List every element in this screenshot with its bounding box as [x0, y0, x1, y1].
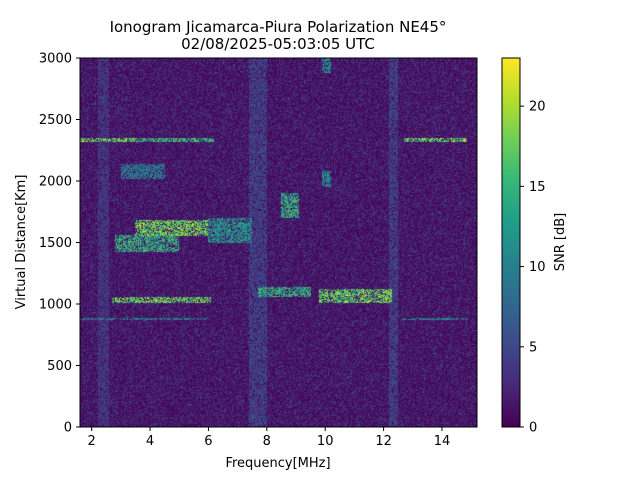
x-tick-label: 6	[204, 434, 212, 449]
x-tick-label: 2	[88, 434, 96, 449]
y-tick-label: 3000	[39, 52, 72, 67]
x-axis-label: Frequency[MHz]	[225, 456, 330, 471]
y-tick-label: 2000	[39, 175, 72, 190]
chart-subtitle: 02/08/2025-05:03:05 UTC	[181, 35, 375, 53]
y-axis: 0 500 1000 1500 2000 2500 3000	[39, 52, 80, 436]
chart-title: Ionogram Jicamarca-Piura Polarization NE…	[110, 18, 447, 36]
y-tick-label: 2500	[39, 113, 72, 128]
colorbar-tick-label: 15	[529, 180, 546, 195]
y-tick-label: 1000	[39, 298, 72, 313]
y-tick-label: 0	[64, 421, 72, 436]
heatmap-plot-area	[80, 58, 477, 427]
y-axis-label: Virtual Distance[Km]	[14, 175, 29, 310]
colorbar-label: SNR [dB]	[553, 213, 568, 271]
x-tick-label: 14	[434, 434, 451, 449]
colorbar-tick-label: 20	[529, 100, 546, 115]
colorbar-frame	[501, 57, 521, 428]
y-tick-label: 1500	[39, 236, 72, 251]
x-tick-label: 8	[263, 434, 271, 449]
colorbar-tick-label: 10	[529, 260, 546, 275]
x-axis: 2 4 6 8 10 12 14	[88, 427, 451, 449]
colorbar-axis: 0 5 10 15 20	[520, 100, 546, 436]
colorbar-tick-label: 0	[529, 421, 537, 436]
x-tick-label: 4	[146, 434, 154, 449]
colorbar	[502, 58, 520, 427]
x-tick-label: 12	[375, 434, 392, 449]
colorbar-tick-label: 5	[529, 340, 537, 355]
y-tick-label: 500	[47, 359, 72, 374]
x-tick-label: 10	[317, 434, 334, 449]
